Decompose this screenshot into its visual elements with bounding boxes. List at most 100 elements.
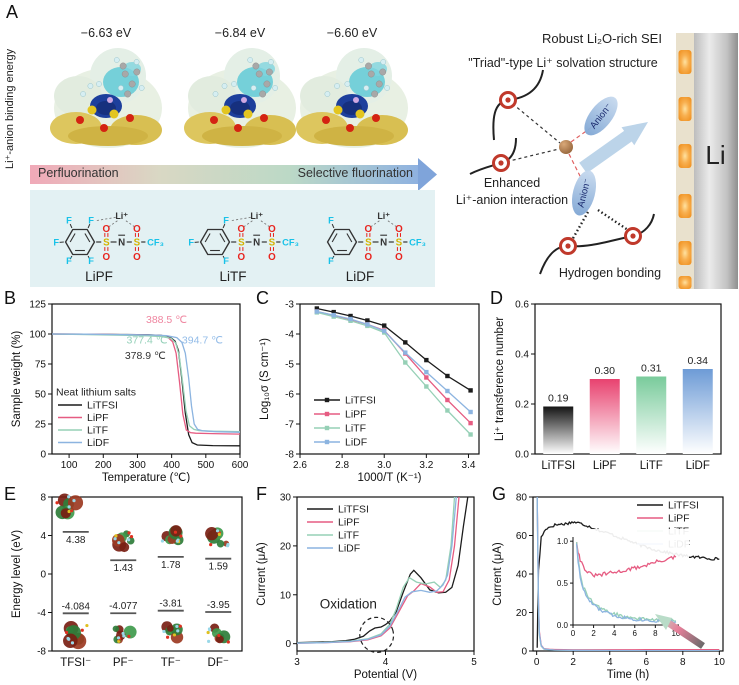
svg-text:O: O xyxy=(365,252,373,263)
svg-text:Sample weight (%): Sample weight (%) xyxy=(11,331,23,428)
svg-text:LiTFSI: LiTFSI xyxy=(668,500,699,512)
panel-c-label: C xyxy=(256,288,269,308)
svg-text:O: O xyxy=(133,224,141,235)
solvation-diagram: Anion⁻ Anion⁻ xyxy=(469,33,738,289)
series-LiDF xyxy=(575,543,677,624)
svg-text:Temperature (℃): Temperature (℃) xyxy=(102,472,190,483)
series-LiPF xyxy=(575,542,677,578)
svg-text:25: 25 xyxy=(35,420,47,431)
bar-LiPF xyxy=(589,379,620,454)
svg-text:O: O xyxy=(395,224,403,235)
svg-text:75: 75 xyxy=(35,360,47,371)
enhanced-label-line1: Enhanced xyxy=(483,176,541,190)
orbital-blob xyxy=(161,621,184,644)
binding-energy-lidf: −6.60 eV xyxy=(326,26,378,40)
svg-text:F: F xyxy=(328,215,334,225)
svg-text:1.59: 1.59 xyxy=(209,562,229,573)
svg-text:LiTFSI: LiTFSI xyxy=(87,400,118,412)
svg-text:O: O xyxy=(365,224,373,235)
svg-text:LiDF: LiDF xyxy=(686,460,710,472)
svg-text:6: 6 xyxy=(643,657,649,668)
svg-text:40: 40 xyxy=(516,570,528,581)
svg-text:1.78: 1.78 xyxy=(161,560,181,571)
hydrogen-bonding-label: Hydrogen bonding xyxy=(558,266,662,280)
svg-text:80: 80 xyxy=(516,493,528,504)
svg-text:Energy level (eV): Energy level (eV) xyxy=(11,530,23,618)
svg-text:377.4 ℃: 377.4 ℃ xyxy=(127,335,168,347)
svg-text:S: S xyxy=(134,237,141,248)
svg-text:S: S xyxy=(103,237,110,248)
svg-text:CF₃: CF₃ xyxy=(409,237,426,247)
panel-a-label: A xyxy=(6,2,19,22)
binding-energy-lipf: −6.63 eV xyxy=(80,26,132,40)
svg-text:4: 4 xyxy=(383,657,389,668)
svg-text:Oxidation: Oxidation xyxy=(320,596,377,611)
esp-molecule xyxy=(296,48,408,148)
orbital-blob xyxy=(206,623,231,644)
svg-text:S: S xyxy=(238,237,245,248)
esp-molecule xyxy=(184,48,296,148)
svg-text:-7: -7 xyxy=(285,420,294,431)
series-LiTF xyxy=(52,333,240,433)
orbital-blob xyxy=(160,525,184,546)
svg-text:60: 60 xyxy=(516,531,528,542)
arrow-label-perfluorination: Perfluorination xyxy=(38,166,119,180)
anion-ellipse: Anion⁻ xyxy=(571,170,597,216)
svg-text:4.38: 4.38 xyxy=(66,535,86,546)
svg-text:N: N xyxy=(380,237,387,248)
svg-text:20: 20 xyxy=(280,541,292,552)
molecule-label-litf: LiTF xyxy=(219,269,247,284)
series-LiTFSI xyxy=(297,497,469,644)
svg-text:10: 10 xyxy=(714,657,726,668)
svg-text:200: 200 xyxy=(95,460,112,471)
svg-text:-3: -3 xyxy=(285,300,294,311)
svg-text:10: 10 xyxy=(671,629,680,638)
svg-text:LiDF: LiDF xyxy=(345,437,367,449)
svg-text:0.30: 0.30 xyxy=(595,365,616,377)
svg-text:F: F xyxy=(66,215,72,225)
li-electrode-label: Li xyxy=(705,140,726,170)
svg-text:Time (h): Time (h) xyxy=(607,669,650,681)
svg-text:-6: -6 xyxy=(285,390,294,401)
anion-ellipse: Anion⁻ xyxy=(584,96,618,136)
triad-solvation-label: "Triad"-type Li⁺ solvation structure xyxy=(468,56,658,70)
svg-text:8: 8 xyxy=(40,493,46,504)
binding-energy-axis-label: Li⁺-anion binding energy xyxy=(4,48,16,170)
svg-text:PF⁻: PF⁻ xyxy=(113,657,134,669)
svg-text:F: F xyxy=(328,256,334,266)
svg-text:0: 0 xyxy=(534,657,540,668)
svg-text:20: 20 xyxy=(516,608,528,619)
svg-text:394.7 ℃: 394.7 ℃ xyxy=(182,335,223,347)
svg-text:O: O xyxy=(238,224,246,235)
svg-text:-4: -4 xyxy=(285,330,294,341)
svg-text:3.0: 3.0 xyxy=(377,460,391,471)
svg-text:LiTFSI: LiTFSI xyxy=(338,504,369,516)
svg-text:2: 2 xyxy=(570,657,576,668)
svg-text:0.5: 0.5 xyxy=(557,579,569,588)
svg-text:0.0: 0.0 xyxy=(557,621,569,630)
svg-text:O: O xyxy=(103,252,111,263)
svg-text:F: F xyxy=(88,256,94,266)
enhanced-label-line2: Li⁺-anion interaction xyxy=(455,193,569,207)
svg-text:LiTF: LiTF xyxy=(87,425,108,437)
svg-text:-4.084: -4.084 xyxy=(62,601,91,612)
svg-text:3.4: 3.4 xyxy=(462,460,476,471)
svg-text:-8: -8 xyxy=(37,647,46,658)
svg-text:CF₃: CF₃ xyxy=(282,237,299,247)
binding-energy-litf: −6.84 eV xyxy=(214,26,266,40)
svg-text:DF⁻: DF⁻ xyxy=(208,657,229,669)
panel-f-chart: 3 4 5 0 10 20 30 Potential (V) Current (μA) LiTFS… xyxy=(256,493,477,682)
svg-text:-3.95: -3.95 xyxy=(207,600,230,611)
svg-text:3.2: 3.2 xyxy=(419,460,433,471)
panel-b-label: B xyxy=(4,288,17,308)
svg-text:Current (μA): Current (μA) xyxy=(256,542,268,606)
svg-text:100: 100 xyxy=(61,460,78,471)
svg-text:LiTFSI: LiTFSI xyxy=(345,395,376,407)
svg-text:0: 0 xyxy=(521,647,527,658)
svg-text:S: S xyxy=(396,237,403,248)
svg-text:Potential (V): Potential (V) xyxy=(354,669,417,681)
svg-text:-4.077: -4.077 xyxy=(109,601,138,612)
svg-text:0.2: 0.2 xyxy=(515,400,529,411)
